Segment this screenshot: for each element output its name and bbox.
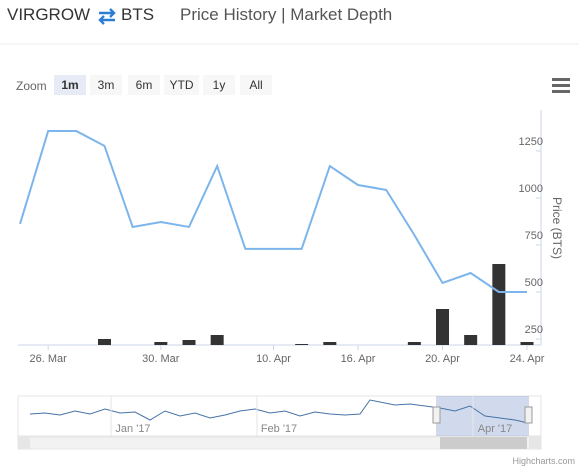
quote-asset: BTS: [121, 5, 154, 24]
x-tick-label: 16. Apr: [341, 353, 376, 365]
volume-bar: [436, 309, 449, 345]
swap-icon[interactable]: [98, 8, 116, 25]
range-button: [203, 75, 235, 95]
x-tick-label: 30. Mar: [142, 353, 180, 365]
y-axis-title: Price (BTS): [550, 197, 564, 259]
volume-bar: [210, 335, 224, 345]
x-tick-label: 10. Apr: [256, 353, 291, 365]
navigator[interactable]: [17, 395, 542, 437]
navigator-label: Apr '17: [478, 423, 513, 435]
x-tick-label: 20. Apr: [425, 353, 460, 365]
range-button-label: All: [249, 78, 262, 92]
menu-button[interactable]: [552, 78, 570, 93]
y-tick-label: 1000: [519, 183, 543, 195]
range-button[interactable]: [54, 75, 86, 95]
range-button: [128, 75, 160, 95]
range-button[interactable]: [164, 75, 199, 95]
range-button-label: 1m: [61, 78, 78, 92]
range-button-label: 6m: [136, 78, 153, 92]
volume-bar: [154, 342, 168, 345]
y-tick-label: 250: [525, 324, 543, 336]
volume-bar: [492, 264, 506, 345]
x-tick-label: 24. Apr: [510, 353, 545, 365]
y-tick-label: 750: [525, 230, 543, 242]
volume-bar: [295, 344, 309, 345]
credits[interactable]: Highcharts.com: [512, 456, 575, 466]
volume-bar: [464, 335, 478, 345]
y-tick-label: 500: [525, 277, 543, 289]
range-button[interactable]: [240, 75, 272, 95]
base-asset: VIRGROW: [7, 5, 90, 24]
x-tick-label: 26. Mar: [30, 353, 68, 365]
range-button-label: 3m: [98, 78, 115, 92]
view-tabs[interactable]: Price History | Market Depth: [180, 5, 392, 24]
y-tick-label: 1250: [519, 136, 543, 148]
volume-bar: [98, 339, 111, 345]
zoom-label: Zoom: [16, 79, 47, 93]
range-button-label: YTD: [170, 78, 194, 92]
range-button-label: 1y: [213, 78, 226, 92]
volume-bar: [520, 342, 534, 345]
navigator-label: Feb '17: [261, 423, 297, 435]
volume-bar: [407, 342, 421, 345]
range-button[interactable]: [90, 75, 122, 95]
volume-bar: [323, 342, 337, 345]
price-line: [19, 130, 527, 293]
volume-bar: [182, 340, 196, 345]
scrollbar[interactable]: [17, 436, 542, 450]
navigator-label: Jan '17: [115, 423, 150, 435]
